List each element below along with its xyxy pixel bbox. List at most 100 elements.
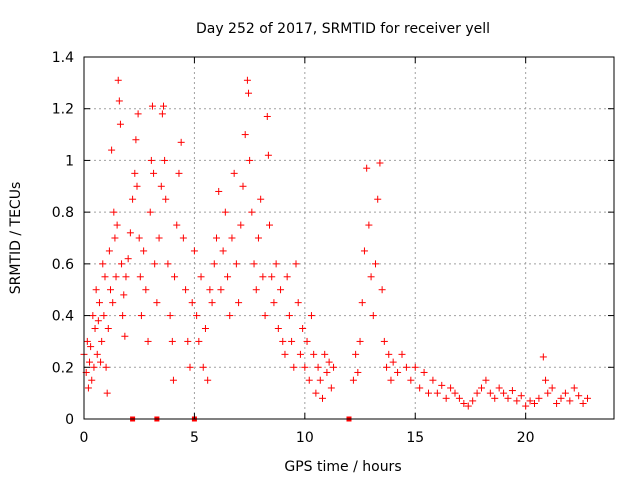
plot-frame <box>83 56 615 420</box>
data-point-plus <box>243 76 251 84</box>
data-point-plus <box>137 312 145 320</box>
data-point-plus <box>201 325 209 332</box>
data-point-plus <box>124 255 132 263</box>
data-point-plus <box>206 286 214 294</box>
data-point-plus <box>279 337 287 345</box>
data-point-plus <box>561 389 569 397</box>
y-tick-label: 0.8 <box>52 205 74 221</box>
data-point-plus <box>254 234 262 242</box>
data-point-plus <box>299 325 307 332</box>
data-point-plus <box>151 260 159 268</box>
data-point-plus <box>360 247 368 255</box>
x-axis-label: GPS time / hours <box>284 459 401 475</box>
data-point-plus <box>274 325 282 332</box>
data-point-plus <box>389 358 397 366</box>
data-point-plus <box>263 112 271 120</box>
data-point-plus <box>570 384 578 392</box>
data-point-plus <box>230 169 238 177</box>
data-point-plus <box>288 337 296 345</box>
data-point-plus <box>264 151 272 159</box>
data-point-plus <box>147 156 155 164</box>
data-point-plus <box>544 389 552 397</box>
data-point-plus <box>168 337 176 345</box>
data-point-plus <box>241 131 249 139</box>
data-point-plus <box>219 247 227 255</box>
data-point-plus <box>91 325 99 332</box>
data-point-plus <box>101 273 109 281</box>
data-point-plus <box>146 208 154 216</box>
data-point-plus <box>100 312 108 320</box>
data-point-plus <box>94 317 102 325</box>
data-point-plus <box>314 363 322 371</box>
data-point-plus <box>126 229 134 237</box>
data-point-plus <box>235 299 243 307</box>
data-point-plus <box>153 299 161 307</box>
data-point-plus <box>539 353 547 361</box>
data-point-plus <box>166 312 174 320</box>
x-tick-label: 0 <box>80 430 89 446</box>
data-point-plus <box>319 394 326 402</box>
data-point-plus <box>257 195 265 203</box>
data-point-plus <box>394 368 402 376</box>
data-point-plus <box>305 376 313 384</box>
data-point-plus <box>310 350 318 358</box>
data-point-plus <box>285 312 293 320</box>
data-point-plus <box>281 350 289 358</box>
x-tick-label: 10 <box>296 430 314 446</box>
data-point-plus <box>246 156 254 164</box>
data-point-plus <box>86 358 94 366</box>
data-point-plus <box>248 208 256 216</box>
data-point-plus <box>112 273 120 281</box>
data-point-plus <box>175 169 183 177</box>
data-point-plus <box>268 273 276 281</box>
data-point-plus <box>259 273 267 281</box>
data-point-plus <box>495 384 503 392</box>
data-point-plus <box>312 389 320 397</box>
data-point-plus <box>110 208 118 216</box>
data-point-plus <box>447 384 455 392</box>
data-point-plus <box>376 159 384 167</box>
data-point-plus <box>303 337 311 345</box>
data-point-plus <box>118 260 126 268</box>
data-point-plus <box>416 384 424 392</box>
y-tick-label: 1.4 <box>52 50 74 66</box>
data-point-plus <box>88 376 96 384</box>
y-axis-label: SRMTID / TECUs <box>8 182 24 295</box>
data-point-plus <box>486 389 494 397</box>
data-point-plus <box>316 376 324 384</box>
data-point-plus <box>526 397 534 405</box>
chart-title: Day 252 of 2017, SRMTID for receiver yel… <box>196 21 490 37</box>
data-point-plus <box>204 376 212 384</box>
data-point-plus <box>261 312 269 320</box>
data-point-plus <box>177 138 185 146</box>
data-point-plus <box>108 146 116 154</box>
data-point-plus <box>193 312 201 320</box>
data-point-plus <box>380 337 388 345</box>
data-point-plus <box>160 102 167 110</box>
data-point-plus <box>179 234 187 242</box>
data-point-plus <box>535 394 543 402</box>
data-point-plus <box>133 182 141 190</box>
data-point-plus <box>252 286 260 294</box>
data-point-plus <box>129 195 137 203</box>
data-point-plus <box>184 337 192 345</box>
data-point-plus <box>548 384 556 392</box>
data-point-plus <box>148 102 156 110</box>
data-point-plus <box>372 260 379 268</box>
data-point-plus <box>213 234 220 242</box>
data-point-plus <box>226 312 234 320</box>
data-point-plus <box>442 394 450 402</box>
data-point-plus <box>349 376 357 384</box>
data-point-plus <box>356 337 364 345</box>
data-point-plus <box>224 273 232 281</box>
y-tick-label: 0.2 <box>52 360 74 376</box>
data-point-plus <box>420 368 428 376</box>
data-point-plus <box>132 136 140 144</box>
data-point-plus <box>469 397 477 405</box>
data-point-plus <box>217 286 225 294</box>
data-point-plus <box>134 110 142 118</box>
data-point-plus <box>142 286 150 294</box>
data-point-plus <box>504 394 512 402</box>
data-point-plus <box>131 169 139 177</box>
